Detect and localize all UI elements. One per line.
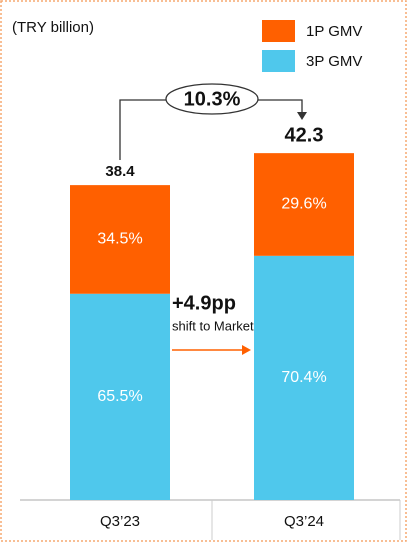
shift-label: +4.9pp [172,292,236,314]
segment-label: 34.5% [97,231,142,248]
legend-swatch [262,20,295,42]
arrow-head [297,112,307,120]
legend-swatch [262,50,295,72]
total-label: 42.3 [285,124,324,146]
segment-label: 29.6% [281,196,326,213]
bar-segment [254,255,354,500]
x-tick-label: Q3’23 [100,513,140,530]
arrow-head [242,345,251,355]
x-tick-label: Q3’24 [284,513,324,530]
segment-label: 70.4% [281,369,326,386]
growth-label: 10.3% [184,88,241,110]
total-label: 38.4 [105,163,135,180]
bar-segment [70,293,170,500]
growth-ellipse [165,83,259,115]
bar-segment [254,153,354,256]
bar-segment [70,185,170,294]
unit-label: (TRY billion) [12,19,94,36]
legend-label: 3P GMV [306,53,362,70]
segment-label: 65.5% [97,388,142,405]
legend-label: 1P GMV [306,23,362,40]
